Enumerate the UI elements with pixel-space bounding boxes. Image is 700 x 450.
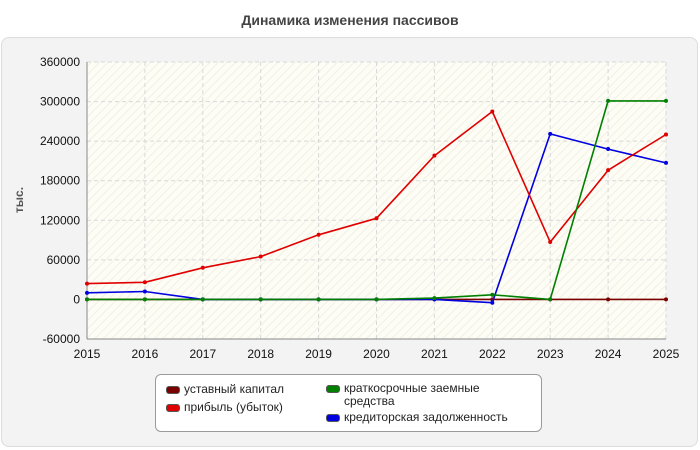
legend-swatch (166, 404, 180, 412)
series-1-point (432, 153, 437, 158)
legend-item-ustavny-kapital: уставный капитал (166, 383, 326, 396)
legend-swatch (166, 386, 180, 394)
series-2-point (490, 292, 495, 297)
x-tick-label: 2017 (189, 347, 216, 361)
y-tick-label: 360000 (40, 55, 80, 69)
x-tick-label: 2025 (653, 347, 680, 361)
legend-label: краткосрочные заемные средства (344, 381, 480, 408)
series-1-point (490, 109, 495, 114)
y-tick-label: 60000 (47, 253, 81, 267)
series-0-point (606, 297, 611, 302)
series-2-point (664, 98, 668, 103)
legend-swatch (326, 414, 340, 422)
x-tick-label: 2018 (247, 347, 274, 361)
x-tick-label: 2023 (537, 347, 564, 361)
legend: уставный капитал прибыль (убыток) кратко… (155, 374, 542, 432)
series-3-point (548, 131, 553, 136)
x-tick-label: 2015 (74, 347, 101, 361)
series-2-point (432, 296, 437, 301)
series-0-point (664, 297, 668, 302)
series-1-point (142, 280, 147, 285)
y-tick-label: 0 (73, 292, 80, 306)
series-lines (85, 98, 668, 305)
series-1-point (258, 254, 263, 259)
x-tick-label: 2020 (363, 347, 390, 361)
series-1-point (548, 240, 553, 245)
legend-item-kreditorskaya: кредиторская задолженность (326, 411, 541, 424)
legend-swatch (326, 385, 340, 393)
legend-label: прибыль (убыток) (184, 400, 283, 414)
x-tick-label: 2024 (595, 347, 622, 361)
series-1-point (316, 232, 321, 237)
x-tick-label: 2016 (132, 347, 159, 361)
tick-labels: -60000 0 60000 120000 180000 240000 300000 3600… (40, 55, 680, 361)
legend-label: уставный капитал (184, 382, 284, 396)
y-tick-label: -60000 (43, 332, 81, 346)
series-1-point (664, 132, 668, 137)
legend-item-pribyl: прибыль (убыток) (166, 401, 326, 414)
legend-item-zaemnye-sredstva: краткосрочные заемные средства (326, 382, 526, 408)
y-tick-label: 240000 (40, 134, 80, 148)
series-2-point (258, 297, 263, 302)
y-tick-label: 300000 (40, 95, 80, 109)
series-3-point (664, 160, 668, 165)
series-3-point (490, 300, 495, 305)
series-1-point (85, 281, 89, 286)
series-1-point (200, 265, 205, 270)
series-3-point (142, 289, 147, 294)
series-2-point (200, 297, 205, 302)
legend-label: кредиторская задолженность (344, 410, 508, 424)
series-2-point (85, 297, 89, 302)
series-2-point (374, 297, 379, 302)
plot-area (87, 62, 666, 339)
series-2-point (548, 297, 553, 302)
series-1-point (606, 168, 611, 173)
x-tick-label: 2019 (305, 347, 332, 361)
y-tick-label: 120000 (40, 213, 80, 227)
y-axis-label: тыс. (12, 187, 26, 213)
y-tick-label: 180000 (40, 174, 80, 188)
series-2-point (606, 98, 611, 103)
series-2-point (316, 297, 321, 302)
chart-title: Динамика изменения пассивов (241, 12, 459, 28)
x-tick-label: 2022 (479, 347, 506, 361)
series-3-point (85, 290, 89, 295)
x-tick-label: 2021 (421, 347, 448, 361)
series-2-point (142, 297, 147, 302)
series-3-point (606, 147, 611, 152)
series-1-point (374, 216, 379, 221)
